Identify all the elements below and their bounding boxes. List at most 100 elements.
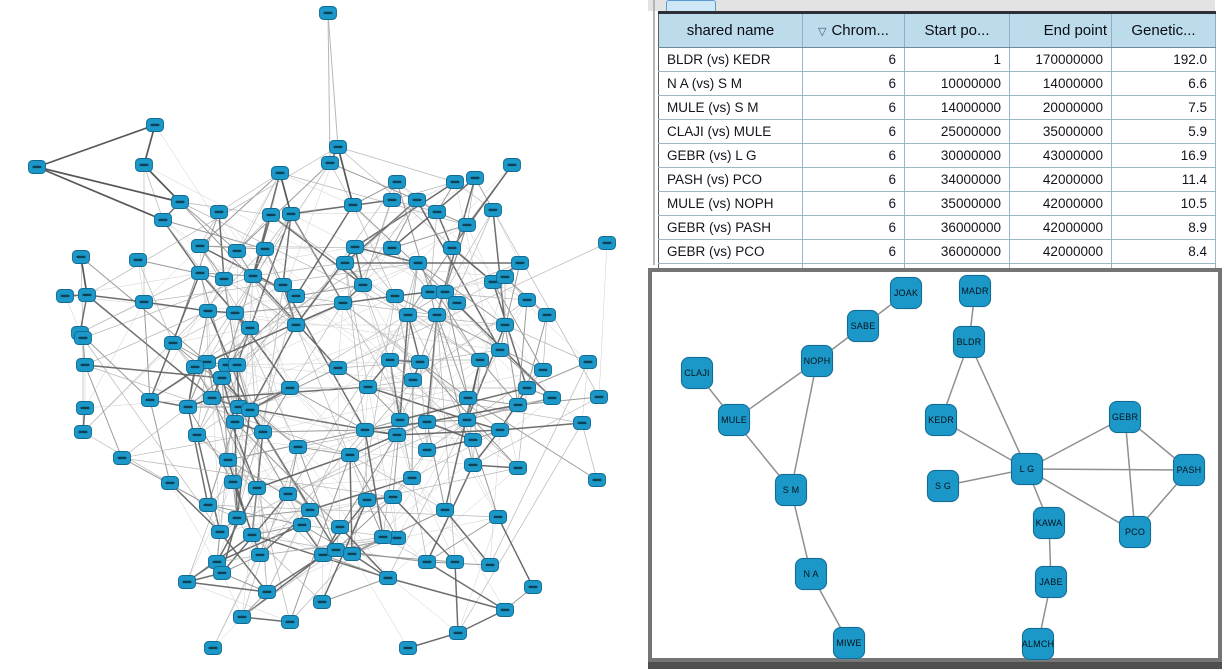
graph-edge [367,386,583,424]
table-cell[interactable]: 30000000 [904,143,1010,168]
graph-edge [362,199,393,286]
subnetwork-node-pco[interactable]: PCO [1119,516,1151,548]
node-label-smudge [245,408,255,412]
main-network-canvas[interactable] [0,0,648,669]
table-cell[interactable]: GEBR (vs) L G [658,143,803,168]
subnetwork-node-madr[interactable]: MADR [959,275,991,307]
table-cell[interactable]: 35000000 [904,191,1010,216]
graph-edge [226,262,419,366]
table-cell[interactable]: 10000000 [904,71,1010,96]
table-cell[interactable]: 34000000 [904,167,1010,192]
table-row[interactable]: MULE (vs) S M 6 14000000 20000000 7.5 [658,95,1216,120]
subnetwork-node-lg[interactable]: L G [1011,453,1043,485]
table-cell[interactable]: 42000000 [1009,167,1112,192]
graph-edge [337,146,456,183]
subnetwork-canvas[interactable]: JOAK MADR SABE NOPH BLDR CLAJI MULE KEDR GEBR S M… [648,268,1222,662]
table-row[interactable]: BLDR (vs) KEDR 6 1 170000000 192.0 [658,47,1216,72]
node-label-smudge [392,180,402,184]
subnetwork-node-kawa[interactable]: KAWA [1033,507,1065,539]
subnetwork-node-gebr[interactable]: GEBR [1109,401,1141,433]
table-row[interactable]: N A (vs) S M 6 10000000 14000000 6.6 [658,71,1216,96]
table-cell[interactable]: 11.4 [1111,167,1216,192]
table-cell[interactable]: 6 [802,119,905,144]
subnetwork-node-kedr[interactable]: KEDR [925,404,957,436]
subnetwork-node-almch[interactable]: ALMCH [1022,628,1054,660]
table-cell[interactable]: GEBR (vs) PCO [658,239,803,264]
table-cell[interactable]: 6 [802,167,905,192]
table-row[interactable]: CLAJI (vs) MULE 6 25000000 35000000 5.9 [658,119,1216,144]
node-label-smudge [182,580,192,584]
table-cell[interactable]: 14000000 [1009,71,1112,96]
column-header-startpo[interactable]: Start po... [904,12,1010,48]
table-cell[interactable]: MULE (vs) NOPH [658,191,803,216]
table-cell[interactable]: 192.0 [1111,47,1216,72]
table-cell[interactable]: 36000000 [904,215,1010,240]
table-cell[interactable]: 6 [802,191,905,216]
table-cell[interactable]: 1 [904,47,1010,72]
subnetwork-node-mule[interactable]: MULE [718,404,750,436]
subnetwork-node-bldr[interactable]: BLDR [953,326,985,358]
table-cell[interactable]: 8.4 [1111,239,1216,264]
column-header-sharedname[interactable]: shared name [658,12,803,48]
graph-edge [504,324,519,406]
table-cell[interactable]: CLAJI (vs) MULE [658,119,803,144]
subnetwork-node-joak[interactable]: JOAK [890,277,922,309]
subnetwork-node-sabe[interactable]: SABE [847,310,879,342]
table-cell[interactable]: 25000000 [904,119,1010,144]
node-label-smudge [262,590,272,594]
node-label-smudge [82,293,92,297]
subnetwork-node-sm[interactable]: S M [775,474,807,506]
table-cell[interactable]: 43000000 [1009,143,1112,168]
table-row[interactable]: PASH (vs) PCO 6 34000000 42000000 11.4 [658,167,1216,192]
subnetwork-node-na[interactable]: N A [795,558,827,590]
node-label-smudge [500,323,510,327]
subnetwork-node-claji[interactable]: CLAJI [681,357,713,389]
table-cell[interactable]: 6 [802,71,905,96]
table-cell[interactable]: 8.9 [1111,215,1216,240]
column-header-chrom[interactable]: ▽ Chrom... [802,12,905,48]
node-label-smudge [291,323,301,327]
table-cell[interactable]: 20000000 [1009,95,1112,120]
node-label-smudge [528,585,538,589]
table-cell[interactable]: 6 [802,143,905,168]
table-cell[interactable]: BLDR (vs) KEDR [658,47,803,72]
graph-edge [327,12,339,148]
table-cell[interactable]: 6.6 [1111,71,1216,96]
column-header-genetic[interactable]: Genetic... [1111,12,1216,48]
table-cell[interactable]: 14000000 [904,95,1010,120]
table-cell[interactable]: GEBR (vs) PASH [658,215,803,240]
table-cell[interactable]: 42000000 [1009,239,1112,264]
table-cell[interactable]: 170000000 [1009,47,1112,72]
table-cell[interactable]: 5.9 [1111,119,1216,144]
table-row[interactable]: GEBR (vs) PCO 6 36000000 42000000 8.4 [658,239,1216,264]
subnetwork-node-pash[interactable]: PASH [1173,454,1205,486]
table-cell[interactable]: N A (vs) S M [658,71,803,96]
node-label-smudge [538,368,548,372]
table-cell[interactable]: 10.5 [1111,191,1216,216]
subnetwork-node-miwe[interactable]: MIWE [833,627,865,659]
column-header-endpoint[interactable]: End point [1009,12,1112,48]
table-cell[interactable]: 16.9 [1111,143,1216,168]
subnetwork-node-sg[interactable]: S G [927,470,959,502]
table-cell[interactable]: MULE (vs) S M [658,95,803,120]
table-cell[interactable]: 6 [802,47,905,72]
table-cell[interactable]: 6 [802,239,905,264]
graph-edge [444,209,494,293]
table-cell[interactable]: PASH (vs) PCO [658,167,803,192]
table-row[interactable]: MULE (vs) NOPH 6 35000000 42000000 10.5 [658,191,1216,216]
table-cell[interactable]: 6 [802,215,905,240]
table-row[interactable]: GEBR (vs) PASH 6 36000000 42000000 8.9 [658,215,1216,240]
filter-icon[interactable]: ▽ [818,26,827,38]
table-cell[interactable]: 6 [802,95,905,120]
subnetwork-node-jabe[interactable]: JABE [1035,566,1067,598]
node-label-smudge [150,123,160,127]
subnetwork-node-noph[interactable]: NOPH [801,345,833,377]
table-cell[interactable]: 42000000 [1009,215,1112,240]
graph-edge [387,577,506,611]
table-row[interactable]: GEBR (vs) L G 6 30000000 43000000 16.9 [658,143,1216,168]
table-cell[interactable]: 35000000 [1009,119,1112,144]
table-cell[interactable]: 36000000 [904,239,1010,264]
edge-attribute-table[interactable]: shared name ▽ Chrom... Start po... End point… [658,11,1216,290]
table-cell[interactable]: 42000000 [1009,191,1112,216]
table-cell[interactable]: 7.5 [1111,95,1216,120]
